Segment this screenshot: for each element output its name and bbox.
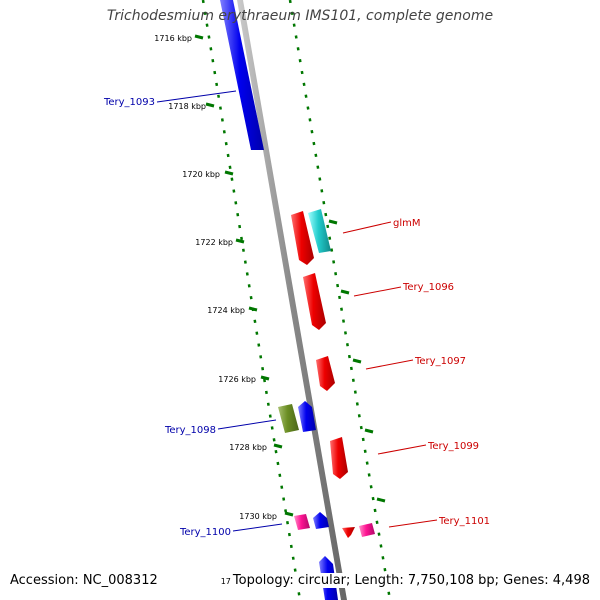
gene-label-tery-1098: Tery_1098 bbox=[164, 425, 216, 436]
gene-label-tery-1099: Tery_1099 bbox=[427, 441, 479, 452]
tick-1716 bbox=[194, 34, 204, 40]
connector-tery-1093 bbox=[156, 90, 237, 103]
gene-glmm-red bbox=[291, 211, 314, 265]
gene-tery-1101-pink bbox=[359, 523, 375, 537]
accession-text: Accession: NC_008312 bbox=[10, 573, 158, 588]
genes bbox=[220, 0, 375, 600]
tick-label: 1722 kbp bbox=[195, 238, 233, 247]
tick-label: 1718 kbp bbox=[168, 102, 206, 111]
tick-1730 bbox=[284, 511, 294, 517]
gene-glmm-cyan bbox=[308, 209, 331, 253]
gene-tery-1100-blue bbox=[313, 512, 329, 529]
gene-tery-1099 bbox=[330, 437, 348, 479]
gene-label-tery-1093: Tery_1093 bbox=[103, 97, 155, 108]
gene-tery-1096 bbox=[303, 273, 326, 330]
tick-label: 1730 kbp bbox=[239, 512, 277, 521]
tick-outer-2 bbox=[340, 289, 350, 295]
map-title: Trichodesmium erythraeum IMS101, complet… bbox=[106, 8, 494, 24]
outer-dotted-ring bbox=[288, 0, 392, 600]
genome-backbone bbox=[237, 0, 347, 600]
tick-label: 1728 kbp bbox=[229, 443, 267, 452]
tick-label: 1720 kbp bbox=[182, 170, 220, 179]
gene-label-tery-1097: Tery_1097 bbox=[414, 356, 466, 367]
topology-text: Topology: circular; Length: 7,750,108 bp… bbox=[232, 573, 590, 588]
tick-label: 1726 kbp bbox=[218, 375, 256, 384]
gene-labels: Tery_1093 glmM Tery_1096 Tery_1097 Tery_… bbox=[103, 97, 490, 538]
tick-1726 bbox=[260, 375, 270, 381]
tick-outer-5 bbox=[376, 497, 386, 503]
gene-tery-1098 bbox=[278, 404, 299, 433]
tick-1724 bbox=[248, 306, 258, 312]
tick-1728 bbox=[273, 443, 283, 449]
clipped-tick-label: 17 bbox=[220, 577, 231, 586]
connector-tery-1101 bbox=[388, 519, 438, 528]
gene-tery-1097 bbox=[316, 356, 335, 391]
tick-outer-3 bbox=[352, 358, 362, 364]
connector-glmm bbox=[342, 221, 392, 234]
tick-1722 bbox=[235, 238, 245, 244]
inner-dotted-ring bbox=[201, 0, 302, 600]
connector-tery-1097 bbox=[365, 359, 414, 370]
gene-tery-1101-red bbox=[342, 527, 355, 538]
gene-blue-1098 bbox=[298, 401, 316, 432]
label-connectors bbox=[156, 90, 438, 532]
connector-tery-1099 bbox=[377, 444, 427, 455]
connector-tery-1098 bbox=[217, 419, 277, 430]
tick-1720 bbox=[224, 170, 234, 176]
topology-info: 17 Topology: circular; Length: 7,750,108 … bbox=[218, 573, 590, 588]
gene-tery-1093 bbox=[220, 0, 264, 150]
gene-label-glmm: glmM bbox=[393, 218, 421, 229]
tick-label: 1724 kbp bbox=[207, 306, 245, 315]
connector-tery-1100 bbox=[232, 523, 283, 532]
gene-label-tery-1101: Tery_1101 bbox=[438, 516, 490, 527]
connector-tery-1096 bbox=[353, 286, 402, 297]
gene-tery-1100-pink bbox=[294, 514, 310, 530]
tick-outer-1 bbox=[328, 219, 338, 225]
gene-label-tery-1096: Tery_1096 bbox=[402, 282, 454, 293]
gene-label-tery-1100: Tery_1100 bbox=[179, 527, 231, 538]
tick-outer-4 bbox=[364, 428, 374, 434]
tick-1718 bbox=[205, 102, 215, 108]
tick-labels: 1716 kbp 1718 kbp 1720 kbp 1722 kbp 1724… bbox=[154, 34, 277, 521]
tick-label: 1716 kbp bbox=[154, 34, 192, 43]
tick-marks bbox=[194, 34, 386, 517]
